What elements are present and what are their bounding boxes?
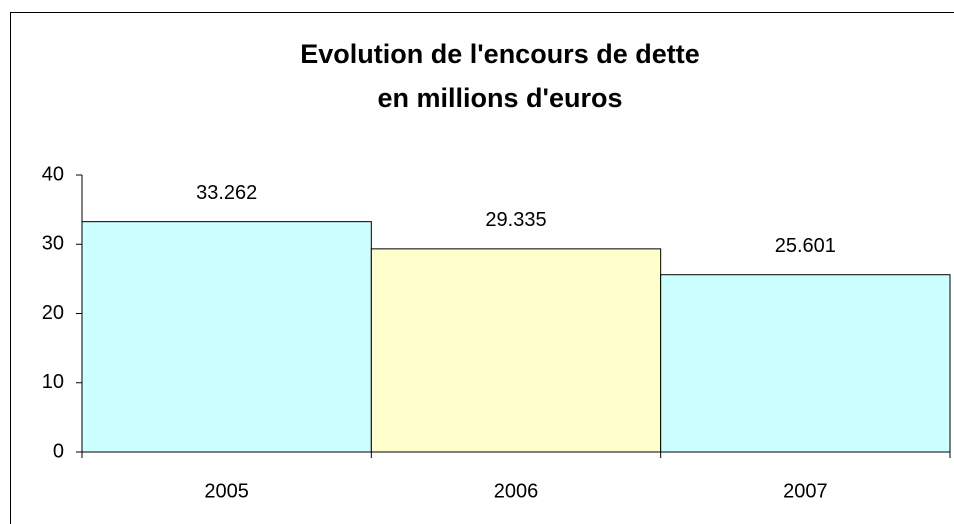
y-tick-label: 20 <box>42 302 64 324</box>
y-tick-label: 30 <box>42 233 64 255</box>
x-tick-label: 2006 <box>494 480 539 502</box>
data-label: 25.601 <box>775 235 836 257</box>
bar <box>660 274 951 453</box>
x-tick-label: 2005 <box>204 480 249 502</box>
x-tick-label: 2007 <box>783 480 828 502</box>
y-tick-label: 40 <box>42 163 64 185</box>
data-label: 29.335 <box>485 209 546 231</box>
chart-title: Evolution de l'encours de dette <box>300 39 699 69</box>
y-tick-label: 0 <box>53 440 64 462</box>
chart-title: en millions d'euros <box>378 83 623 113</box>
bar <box>370 248 662 453</box>
data-label: 33.262 <box>196 182 257 204</box>
bar <box>81 221 372 453</box>
y-tick-label: 10 <box>42 371 64 393</box>
